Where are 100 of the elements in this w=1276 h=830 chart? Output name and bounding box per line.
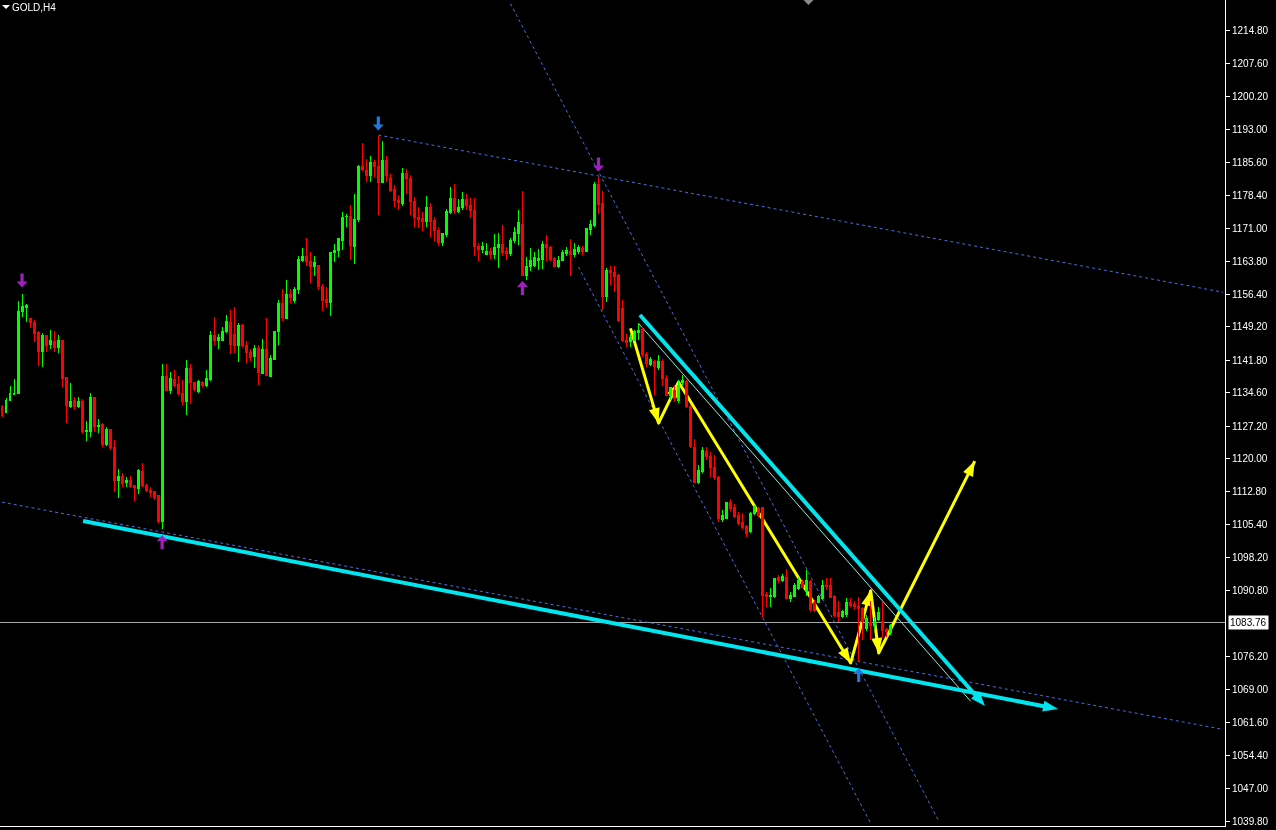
candlestick bbox=[845, 597, 849, 618]
candlestick bbox=[564, 246, 568, 257]
candlestick bbox=[212, 316, 216, 346]
candlestick bbox=[709, 451, 713, 478]
candlestick bbox=[136, 468, 140, 495]
candlestick bbox=[877, 606, 881, 622]
candlestick bbox=[232, 306, 236, 354]
candlestick bbox=[484, 242, 488, 256]
candlestick bbox=[452, 183, 456, 215]
candlestick bbox=[56, 334, 60, 354]
y-tick-label: 1185.60 bbox=[1232, 157, 1268, 169]
candlestick bbox=[252, 344, 256, 369]
candlestick bbox=[44, 334, 48, 353]
y-tick-label: 1061.60 bbox=[1232, 717, 1269, 729]
candlestick bbox=[380, 140, 384, 184]
candlestick bbox=[124, 476, 128, 488]
candlestick bbox=[96, 418, 100, 434]
candlestick bbox=[576, 244, 580, 255]
candlestick bbox=[500, 224, 504, 257]
candlestick bbox=[104, 426, 108, 447]
candlestick bbox=[544, 234, 548, 262]
candlestick bbox=[572, 242, 576, 258]
candlestick bbox=[180, 379, 184, 406]
candlestick bbox=[264, 317, 268, 377]
candlestick bbox=[384, 155, 388, 183]
candlestick bbox=[857, 596, 861, 663]
candlestick bbox=[92, 397, 96, 433]
candlestick bbox=[865, 614, 869, 632]
candlestick bbox=[360, 142, 364, 172]
candlestick bbox=[188, 363, 192, 405]
candlestick bbox=[605, 267, 608, 303]
candlestick bbox=[580, 245, 584, 256]
ref-line-label: 1083.76 bbox=[1230, 617, 1267, 628]
y-tick-label: 1193.00 bbox=[1232, 123, 1268, 135]
y-tick-label: 1098.20 bbox=[1232, 551, 1269, 563]
y-tick-label: 1149.20 bbox=[1232, 321, 1268, 333]
candlestick bbox=[428, 202, 432, 238]
candlestick bbox=[76, 396, 80, 409]
candlestick bbox=[236, 322, 240, 363]
candlestick bbox=[785, 568, 789, 600]
candlestick bbox=[637, 322, 640, 341]
candlestick bbox=[629, 333, 632, 348]
y-tick-label: 1112.80 bbox=[1232, 485, 1268, 497]
y-tick-label: 1141.80 bbox=[1232, 354, 1268, 366]
candlestick bbox=[540, 240, 544, 270]
candlestick bbox=[761, 507, 765, 618]
candlestick bbox=[677, 379, 681, 404]
candlestick bbox=[881, 601, 885, 639]
candlestick bbox=[400, 167, 404, 207]
candlestick bbox=[472, 197, 476, 257]
candlestick bbox=[68, 382, 72, 409]
candlestick bbox=[725, 501, 729, 520]
candlestick bbox=[284, 279, 288, 320]
candlestick bbox=[460, 191, 464, 211]
candlestick bbox=[164, 363, 168, 392]
y-tick-label: 1127.20 bbox=[1232, 420, 1268, 432]
candlestick bbox=[649, 356, 653, 367]
y-tick-label: 1047.00 bbox=[1232, 783, 1269, 795]
candlestick bbox=[516, 209, 520, 246]
y-tick-label: 1090.80 bbox=[1232, 585, 1269, 597]
candlestick bbox=[256, 344, 260, 386]
candlestick bbox=[324, 286, 328, 309]
candlestick bbox=[80, 398, 84, 435]
candlestick bbox=[344, 213, 348, 228]
candlestick bbox=[260, 338, 264, 375]
candlestick bbox=[376, 135, 380, 216]
candlestick bbox=[228, 309, 232, 355]
y-tick-label: 1178.40 bbox=[1232, 189, 1268, 201]
y-tick-label: 1207.60 bbox=[1232, 57, 1269, 69]
candlestick bbox=[673, 384, 677, 403]
y-tick-label: 1163.80 bbox=[1232, 255, 1268, 267]
y-tick-label: 1054.40 bbox=[1232, 749, 1269, 761]
chart-title: GOLD,H4 bbox=[12, 2, 57, 13]
y-tick-label: 1171.00 bbox=[1232, 223, 1268, 235]
candlestick bbox=[140, 462, 144, 488]
y-tick-label: 1105.40 bbox=[1232, 519, 1268, 531]
y-tick-label: 1200.20 bbox=[1232, 91, 1269, 103]
candlestick bbox=[889, 623, 893, 636]
candlestick bbox=[568, 238, 572, 277]
candlestick bbox=[653, 359, 657, 396]
candlestick bbox=[160, 363, 164, 530]
candlestick bbox=[156, 495, 160, 524]
candlestick bbox=[693, 438, 697, 484]
candlestick bbox=[520, 190, 524, 276]
y-tick-label: 1076.20 bbox=[1232, 651, 1269, 663]
y-tick-label: 1039.80 bbox=[1232, 815, 1269, 827]
candlestick bbox=[348, 204, 352, 261]
candlestick bbox=[496, 232, 500, 269]
candlestick bbox=[681, 374, 685, 386]
candlestick bbox=[480, 241, 484, 254]
candlestick bbox=[781, 573, 785, 581]
candlestick bbox=[777, 574, 781, 584]
candlestick bbox=[200, 381, 204, 388]
candlestick bbox=[368, 155, 372, 183]
candlestick bbox=[869, 600, 873, 641]
candlestick bbox=[40, 332, 44, 368]
candlestick bbox=[849, 597, 853, 608]
candlestick bbox=[48, 329, 52, 350]
candlestick bbox=[184, 359, 188, 416]
candlestick bbox=[873, 616, 877, 631]
